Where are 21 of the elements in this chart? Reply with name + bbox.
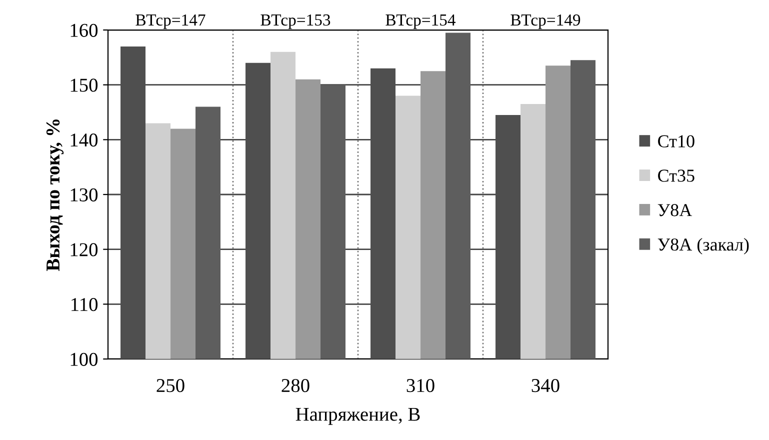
- text: ВТср=149: [510, 14, 580, 30]
- y-tick-label: 160: [70, 24, 98, 37]
- x-tick-label: 280: [282, 379, 310, 392]
- text: ВТср=147: [136, 14, 206, 30]
- x-tick-label: 340: [532, 379, 560, 392]
- x-axis-title: Напряжение, В: [296, 408, 420, 425]
- y-tick-label: 150: [70, 78, 98, 92]
- y-tick-label: 140: [70, 133, 98, 147]
- x-tick-label: 310: [406, 379, 434, 392]
- x-tick-label: 250: [156, 379, 184, 392]
- legend-label: У8А (закал): [658, 238, 749, 254]
- y-tick-label: 120: [70, 243, 98, 256]
- y-tick-label: 100: [70, 352, 98, 366]
- text: ВТср=153: [260, 14, 330, 30]
- text: ВТср=154: [386, 14, 456, 30]
- legend-label: У8А: [658, 204, 692, 216]
- y-axis-title: Выход по току, %: [46, 119, 64, 272]
- y-tick-label: 130: [70, 188, 98, 202]
- legend-label: Ст10: [658, 135, 694, 148]
- y-tick-label: 110: [72, 298, 98, 312]
- legend-label: Ст35: [658, 170, 694, 182]
